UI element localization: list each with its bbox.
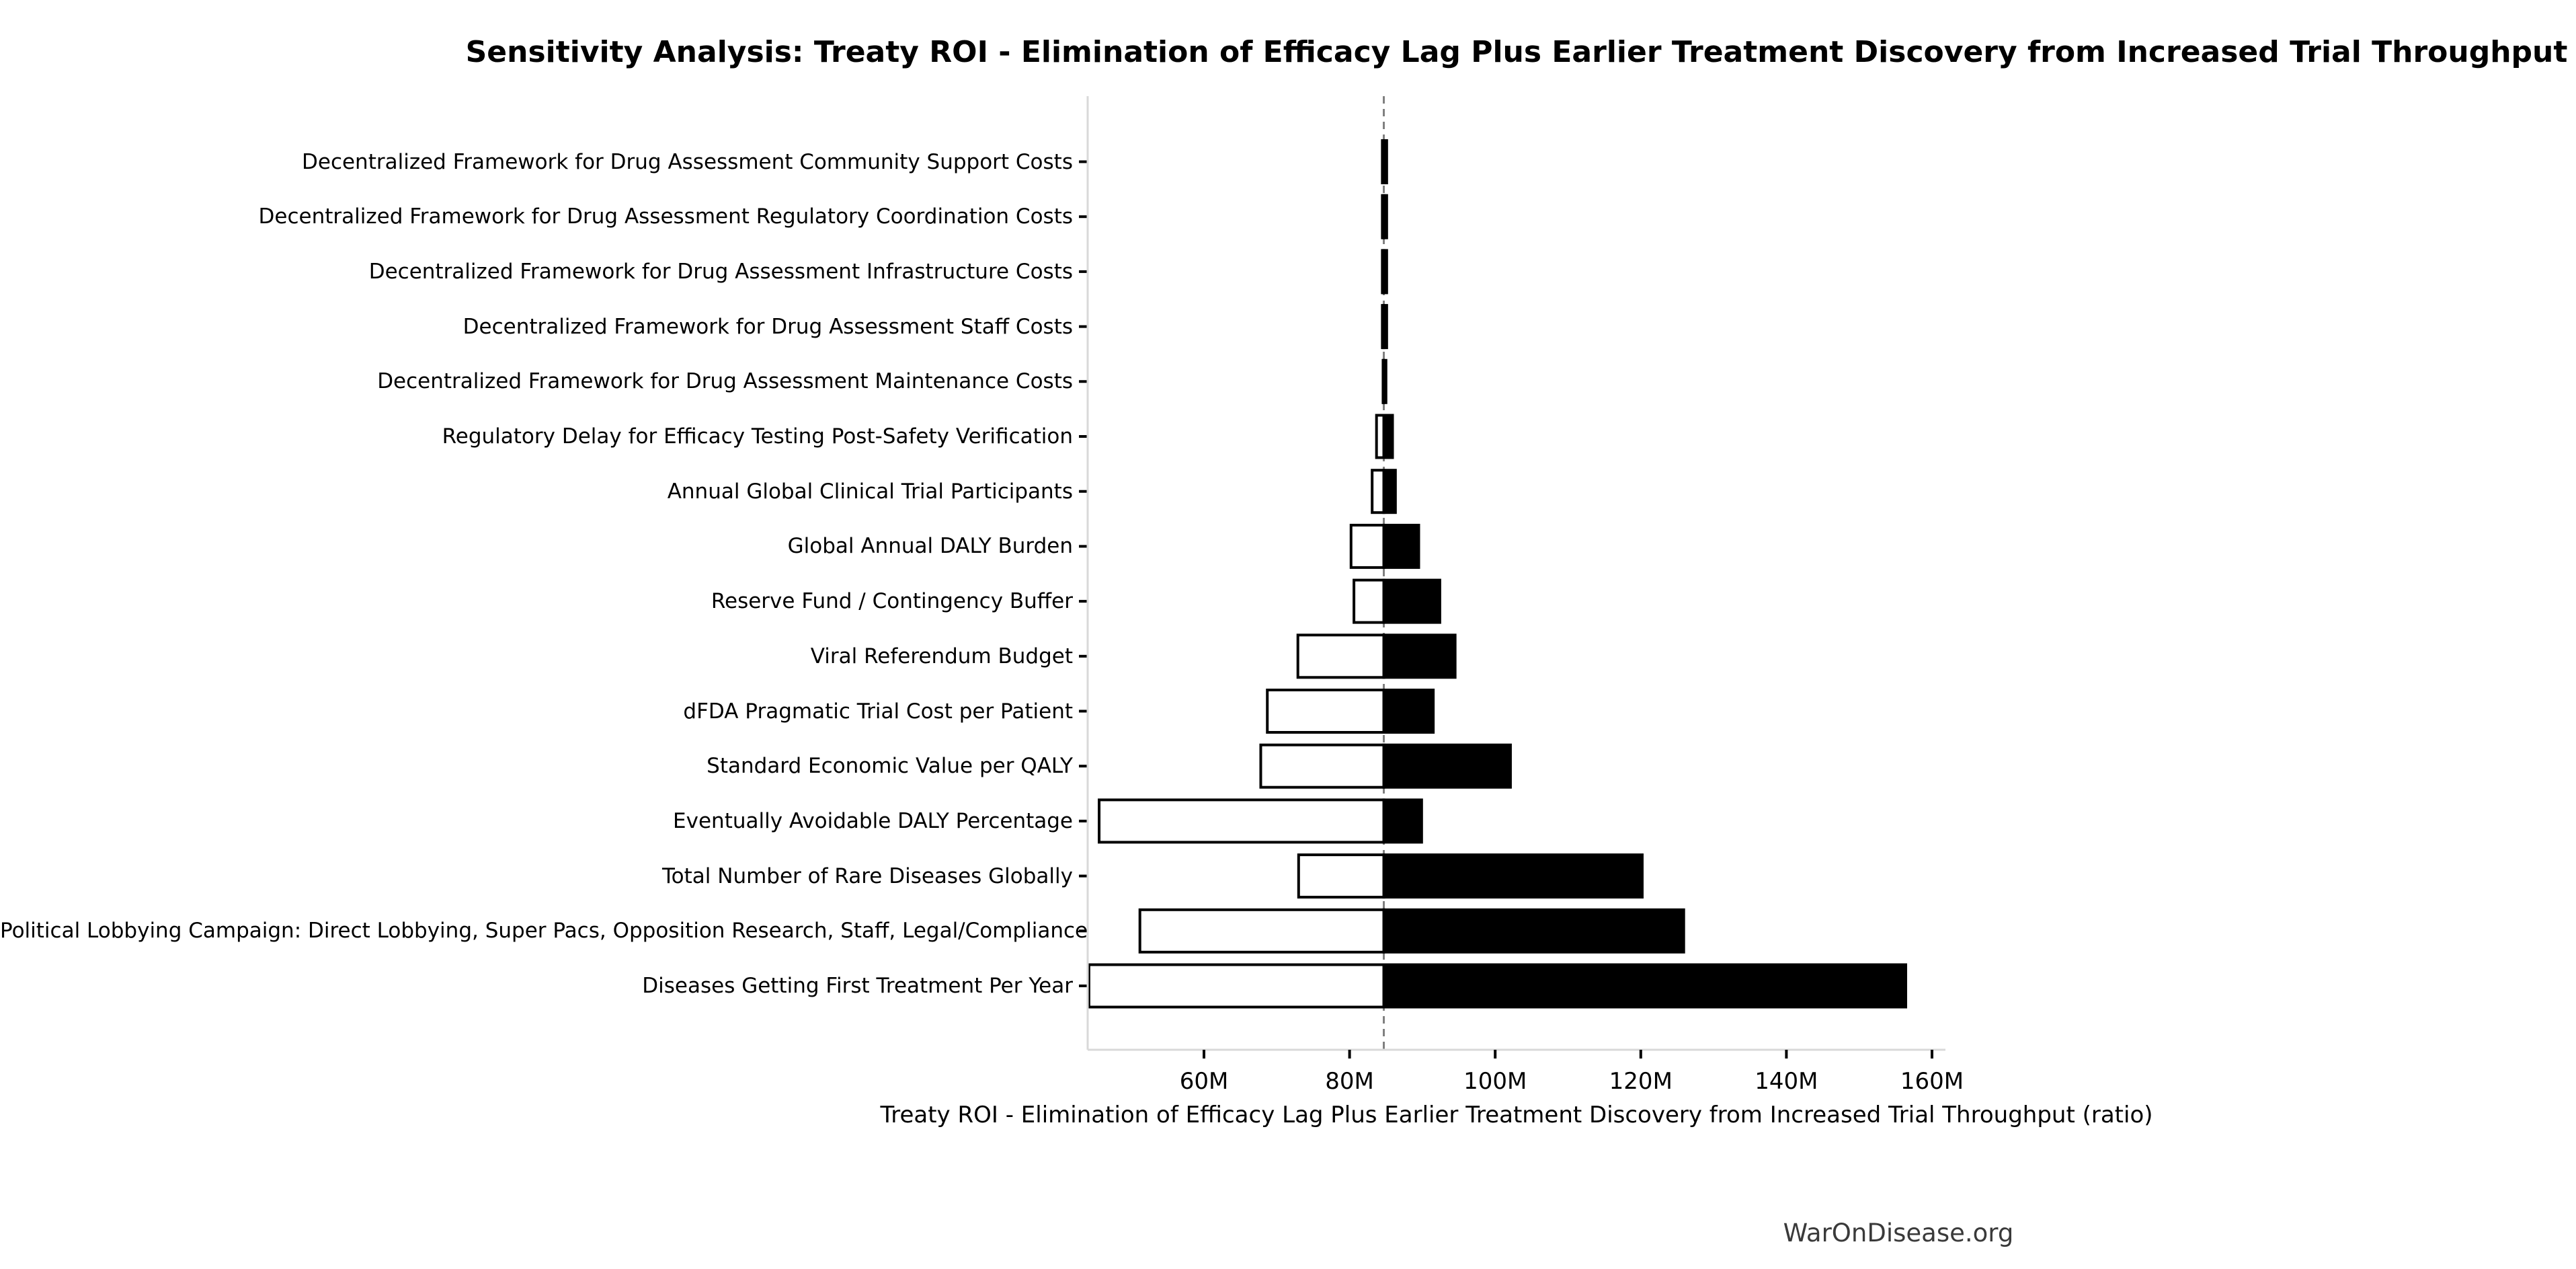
y-axis-label: Standard Economic Value per QALY [707,754,1073,779]
x-axis-tick-label: 100M [1463,1068,1527,1095]
y-axis-label: Decentralized Framework for Drug Assessm… [377,369,1073,394]
x-axis-tick-label: 80M [1325,1068,1374,1095]
x-axis-tick-label: 140M [1755,1068,1818,1095]
tornado-bar-high-segment [1382,798,1423,844]
tornado-bar-low-segment [1353,578,1385,624]
y-axis-label: Total Number of Rare Diseases Globally [662,863,1073,888]
tornado-bar-high-segment [1382,194,1388,239]
tornado-bar-low-segment [1349,523,1385,569]
y-axis-label: Political Lobbying Campaign: Direct Lobb… [0,919,1088,944]
tornado-bar-high-segment [1382,139,1388,184]
y-axis-label: Decentralized Framework for Drug Assessm… [462,314,1073,339]
tornado-bar-high-segment [1382,523,1420,569]
tornado-bar-high-segment [1382,908,1685,954]
tornado-bar-high-segment [1382,414,1394,459]
y-axis-label: Viral Referendum Budget [810,644,1073,668]
tornado-bar-high-segment [1382,853,1644,899]
tornado-bar-high-segment [1382,358,1387,404]
y-axis-label: Global Annual DALY Burden [787,534,1073,559]
tornado-bar-high-segment [1382,578,1441,624]
tornado-bar-low-segment [1266,689,1385,734]
tornado-bar-low-segment [1371,469,1385,514]
tornado-bar-low-segment [1138,908,1385,954]
tornado-bar-high-segment [1382,304,1388,350]
y-axis-label: dFDA Pragmatic Trial Cost per Patient [683,699,1073,724]
tornado-bar-low-segment [1296,633,1385,679]
x-axis-tick-label: 120M [1609,1068,1673,1095]
tornado-bar-high-segment [1382,689,1435,734]
tornado-bar-low-segment [1087,963,1385,1009]
y-axis-label: Reserve Fund / Contingency Buffer [711,589,1073,614]
tornado-bar-low-segment [1297,853,1385,899]
y-axis-label: Diseases Getting First Treatment Per Yea… [642,974,1073,998]
tornado-bar-low-segment [1259,743,1385,789]
tornado-bar-low-segment [1098,798,1385,844]
x-axis-title: Treaty ROI - Elimination of Efficacy Lag… [880,1102,2153,1128]
tornado-bar-high-segment [1382,633,1457,679]
y-axis-label: Decentralized Framework for Drug Assessm… [258,204,1073,229]
x-axis-tick-label: 160M [1900,1068,1964,1095]
tornado-bar-high-segment [1382,469,1397,514]
tornado-bar-high-segment [1382,963,1908,1009]
y-axis-label: Annual Global Clinical Trial Participant… [667,479,1073,504]
footer-brand-text: WarOnDisease.org [1783,1219,2014,1247]
tornado-bar-high-segment [1382,249,1388,295]
y-axis-label: Eventually Avoidable DALY Percentage [673,808,1073,833]
tornado-bar-high-segment [1382,743,1512,789]
y-axis-label: Decentralized Framework for Drug Assessm… [302,149,1073,174]
y-axis-label: Decentralized Framework for Drug Assessm… [368,259,1073,284]
x-axis-tick-label: 60M [1179,1068,1229,1095]
y-axis-label: Regulatory Delay for Efficacy Testing Po… [442,424,1073,449]
chart-title: Sensitivity Analysis: Treaty ROI - Elimi… [465,35,2568,69]
